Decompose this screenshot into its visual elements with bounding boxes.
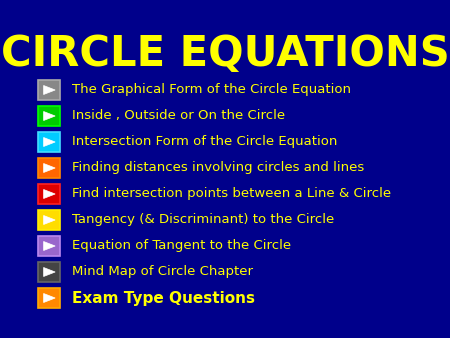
Text: The Graphical Form of the Circle Equation: The Graphical Form of the Circle Equatio… <box>72 83 351 97</box>
Bar <box>38 80 60 100</box>
Bar <box>38 158 60 178</box>
Text: Finding distances involving circles and lines: Finding distances involving circles and … <box>72 162 364 174</box>
Bar <box>38 184 60 204</box>
Polygon shape <box>44 190 55 198</box>
Text: Intersection Form of the Circle Equation: Intersection Form of the Circle Equation <box>72 136 338 148</box>
Bar <box>38 262 60 282</box>
Bar <box>38 106 60 126</box>
Text: Inside , Outside or On the Circle: Inside , Outside or On the Circle <box>72 110 285 122</box>
Text: Find intersection points between a Line & Circle: Find intersection points between a Line … <box>72 188 391 200</box>
Text: CIRCLE EQUATIONS: CIRCLE EQUATIONS <box>0 33 450 75</box>
Text: Equation of Tangent to the Circle: Equation of Tangent to the Circle <box>72 240 291 252</box>
Polygon shape <box>44 112 55 121</box>
Bar <box>38 236 60 256</box>
Bar <box>38 210 60 230</box>
Polygon shape <box>44 86 55 95</box>
Text: Mind Map of Circle Chapter: Mind Map of Circle Chapter <box>72 266 253 279</box>
Polygon shape <box>44 267 55 276</box>
Text: Tangency (& Discriminant) to the Circle: Tangency (& Discriminant) to the Circle <box>72 214 334 226</box>
Polygon shape <box>44 293 55 303</box>
Polygon shape <box>44 216 55 224</box>
Polygon shape <box>44 164 55 172</box>
Polygon shape <box>44 241 55 250</box>
Bar <box>38 288 60 308</box>
Polygon shape <box>44 138 55 146</box>
Bar <box>38 132 60 152</box>
Text: Exam Type Questions: Exam Type Questions <box>72 290 255 306</box>
